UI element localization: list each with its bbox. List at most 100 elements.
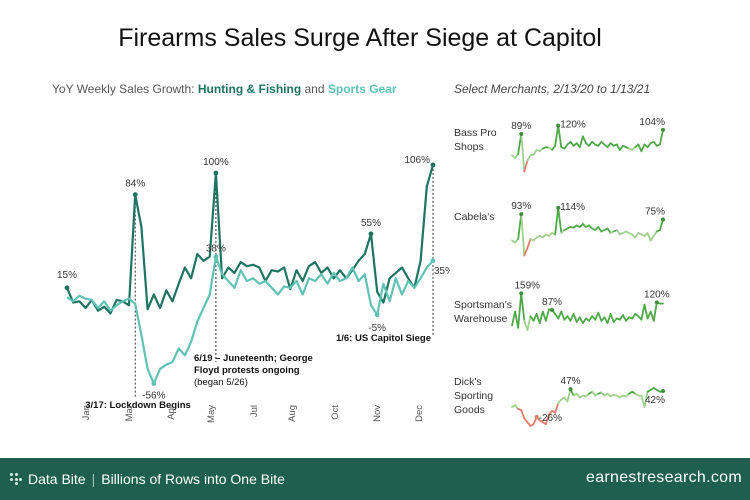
sparkline-segment xyxy=(655,388,661,393)
sparkline-segment xyxy=(581,223,587,228)
sparkline-segment xyxy=(535,235,541,239)
data-point-marker xyxy=(64,285,70,291)
sparkline-segment xyxy=(622,314,627,322)
sparkline-segment xyxy=(588,315,594,322)
sparkline-segment xyxy=(625,316,631,322)
sparkline-segment xyxy=(597,391,603,395)
sparkline-segment xyxy=(569,312,575,322)
sparkline-segment xyxy=(554,312,560,320)
sparkline-segment xyxy=(634,312,640,318)
sparkline-segment xyxy=(622,230,627,234)
sparkline-segment xyxy=(591,140,597,146)
sparkline-segment xyxy=(511,154,516,159)
sparkline-segment xyxy=(514,238,520,244)
sparkline-segment xyxy=(649,310,655,322)
sparkline-segment xyxy=(566,140,572,146)
sparkline-segment xyxy=(520,133,526,173)
sparkline-segment xyxy=(643,143,649,149)
footer-tagline: Billions of Rows into One Bite xyxy=(101,471,285,487)
sparkline-segment xyxy=(606,392,612,398)
sparkline-segment xyxy=(526,315,532,331)
sparkline-segment xyxy=(628,147,634,151)
sparkline-label: 120% xyxy=(560,120,586,131)
sparkline-segment xyxy=(511,239,516,244)
sparkline-segment xyxy=(612,229,618,233)
sparkline-segment xyxy=(544,413,550,426)
sparkline-label: 114% xyxy=(560,202,585,213)
sparkline-segment xyxy=(618,394,624,399)
subtitle-series-sports: Sports Gear xyxy=(327,82,397,96)
sparkline-segment xyxy=(612,143,618,147)
sparkline-marker xyxy=(661,127,665,132)
sparkline-segment xyxy=(572,312,578,323)
sparkline-segment xyxy=(581,135,587,145)
sparkline-segment xyxy=(606,142,612,149)
sparkline-segment xyxy=(575,316,581,323)
sparkline-segment xyxy=(578,135,584,149)
sparkline-segment xyxy=(578,394,584,399)
sparkline-segment xyxy=(640,394,646,408)
data-label: -56% xyxy=(142,391,165,402)
sparkline-segment xyxy=(514,404,520,410)
sparkline-segment xyxy=(591,315,597,321)
sparkline-segment xyxy=(563,143,569,150)
x-tick-label: Nov xyxy=(372,405,383,422)
sparkline-segment xyxy=(566,315,572,322)
sparkline-segment xyxy=(541,146,547,150)
sparkline-segment xyxy=(618,314,624,321)
sparkline-segment xyxy=(538,419,544,424)
sparkline-segment xyxy=(615,394,621,399)
sparkline-segment xyxy=(560,310,566,321)
sparkline-segment xyxy=(594,226,600,231)
sparkline-segment xyxy=(569,388,575,397)
sparkline-label: -26% xyxy=(539,413,562,424)
sparkline-segment xyxy=(554,124,560,147)
merchant-label: Dick's xyxy=(454,376,482,388)
sparkline-segment xyxy=(575,392,581,399)
sparkline-segment xyxy=(615,229,621,236)
data-point-marker xyxy=(368,231,374,237)
sparkline-segment xyxy=(591,227,597,231)
sparkline-segment xyxy=(600,229,606,233)
sparkline-segment xyxy=(520,292,526,322)
sparkline-segment xyxy=(532,148,538,156)
sparkline-segment xyxy=(514,153,520,159)
sparkline-label: 87% xyxy=(542,297,562,308)
sparkline-segment xyxy=(529,153,535,157)
sparkline-segment xyxy=(523,417,529,424)
sparkline-segment xyxy=(585,142,590,147)
x-tick-label: Oct xyxy=(330,405,341,420)
sparkline-marker xyxy=(661,389,665,394)
sparkline-segment xyxy=(594,311,600,321)
sparkline-label: 89% xyxy=(511,121,531,132)
sparkline-segment xyxy=(538,310,544,325)
sparkline-segment xyxy=(659,218,664,231)
sparkline-segment xyxy=(603,227,609,231)
sparkline-segment xyxy=(551,144,557,151)
footer-separator: | xyxy=(91,471,96,487)
subtitle-prefix: YoY Weekly Sales Growth: xyxy=(52,82,198,96)
sparkline-segment xyxy=(585,392,590,398)
sparkline-segment xyxy=(560,396,566,401)
merchant-label: Goods xyxy=(454,404,485,416)
merchant-label: Shops xyxy=(454,141,484,153)
sparkline-segment xyxy=(514,310,520,329)
sparkline-label: 47% xyxy=(561,376,581,387)
sparkline-segment xyxy=(649,235,655,242)
sparkline-segment xyxy=(520,409,526,420)
sparkline-segment xyxy=(541,310,547,322)
footer-site-link[interactable]: earnestresearch.com xyxy=(586,469,742,486)
sparkline-segment xyxy=(551,232,557,236)
sparkline-segment xyxy=(631,312,637,320)
sparkline-label: 120% xyxy=(644,289,670,300)
sparkline-segment xyxy=(625,230,631,234)
sparkline-segment xyxy=(548,146,553,151)
sparkline-segment xyxy=(609,142,615,147)
sparkline-segment xyxy=(628,390,634,395)
sparkline-marker xyxy=(568,387,573,392)
sparkline-label: 93% xyxy=(511,201,531,212)
footer-brand: Data Bite | Billions of Rows into One Bite xyxy=(10,471,285,487)
sparkline-segment xyxy=(606,227,612,234)
sparkline-segment xyxy=(585,317,590,322)
sparkline-segment xyxy=(640,303,646,321)
